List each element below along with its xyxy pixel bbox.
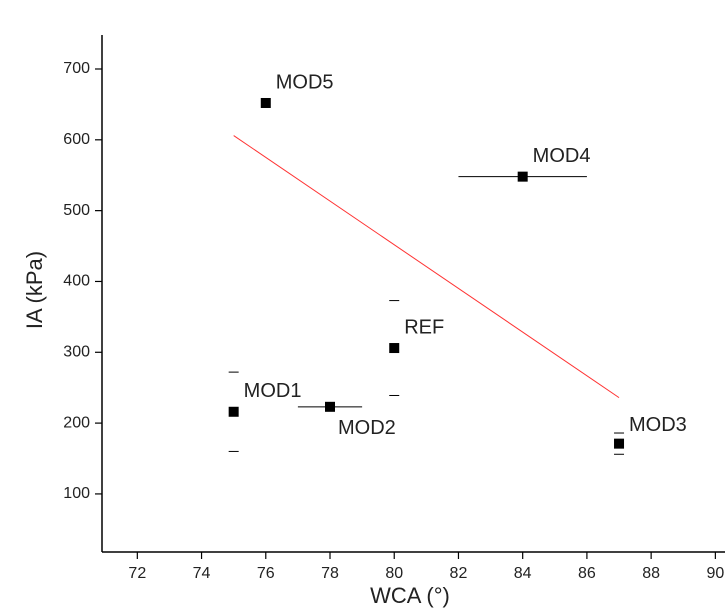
point-label: MOD4: [533, 145, 591, 167]
fit-line: [233, 135, 620, 399]
x-tick-label: 88: [642, 565, 660, 582]
point-label: REF: [404, 316, 444, 338]
y-tick-label: 500: [63, 202, 90, 219]
y-axis-label: IA (kPa): [22, 251, 47, 329]
x-tick-label: 72: [128, 565, 146, 582]
point-label: MOD1: [244, 380, 302, 402]
point: [325, 401, 336, 412]
point: [389, 343, 400, 354]
point-label: MOD3: [629, 414, 687, 436]
point: [614, 438, 625, 449]
point: [228, 406, 239, 417]
point: [260, 97, 271, 108]
x-tick-label: 74: [193, 565, 211, 582]
x-tick-label: 90: [706, 565, 724, 582]
x-tick-label: 78: [321, 565, 339, 582]
y-tick-label: 700: [63, 60, 90, 77]
x-tick-label: 76: [257, 565, 275, 582]
x-tick-label: 82: [450, 565, 468, 582]
point-label: MOD2: [338, 417, 396, 439]
y-tick-label: 100: [63, 485, 90, 502]
point-label: MOD5: [276, 71, 334, 93]
y-tick-label: 200: [63, 414, 90, 431]
y-tick-label: 400: [63, 273, 90, 290]
x-tick-label: 84: [514, 565, 532, 582]
x-axis-label: WCA (°): [370, 583, 450, 608]
point: [517, 171, 528, 182]
y-tick-label: 600: [63, 131, 90, 148]
y-tick-label: 300: [63, 344, 90, 361]
x-tick-label: 86: [578, 565, 596, 582]
x-tick-label: 80: [385, 565, 403, 582]
